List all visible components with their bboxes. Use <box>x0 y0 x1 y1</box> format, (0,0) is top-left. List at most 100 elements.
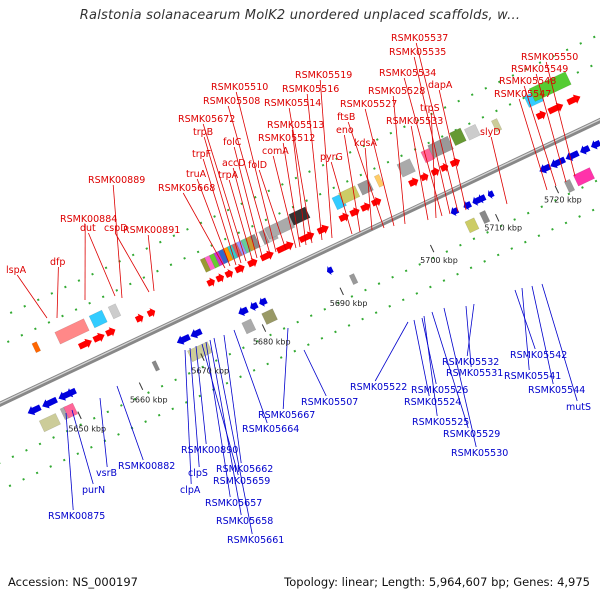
top-gene-label[interactable]: RSMK05519 <box>295 70 352 81</box>
feature-box[interactable] <box>463 123 481 141</box>
forward-gene-arrow[interactable] <box>547 100 566 116</box>
top-gene-label[interactable]: RSMK00889 <box>88 175 145 186</box>
feature-box[interactable] <box>107 303 122 320</box>
feature-box[interactable] <box>288 206 311 226</box>
top-gene-label[interactable]: RSMK05534 <box>379 68 436 79</box>
bottom-gene-label[interactable]: RSMK00882 <box>118 461 175 472</box>
top-gene-label[interactable]: truA <box>186 169 207 180</box>
feature-box[interactable] <box>528 71 572 102</box>
top-gene-label[interactable]: comA <box>262 146 289 157</box>
top-gene-label[interactable]: RSMK05513 <box>267 120 324 131</box>
top-gene-label[interactable]: RSMK05533 <box>386 116 443 127</box>
bottom-gene-label[interactable]: RSMK05659 <box>213 476 270 487</box>
forward-gene-arrow[interactable] <box>316 222 331 236</box>
feature-box[interactable] <box>63 402 79 419</box>
top-gene-label[interactable]: RSMK05537 <box>391 33 448 44</box>
reverse-gene-arrow[interactable] <box>40 395 59 411</box>
bottom-gene-label[interactable]: RSMK05525 <box>412 417 469 428</box>
forward-gene-arrow[interactable] <box>407 175 420 188</box>
bottom-gene-label[interactable]: RSMK05530 <box>451 448 508 459</box>
bottom-gene-label[interactable]: clpS <box>188 468 208 479</box>
reverse-gene-arrow[interactable] <box>175 332 192 347</box>
reverse-gene-arrow[interactable] <box>486 189 496 201</box>
top-gene-label[interactable]: RSMK05549 <box>511 64 568 75</box>
bottom-gene-label[interactable]: RSMK05664 <box>242 424 299 435</box>
top-gene-label[interactable]: folC <box>223 137 242 148</box>
forward-gene-arrow[interactable] <box>246 256 259 269</box>
reverse-gene-arrow[interactable] <box>548 155 567 171</box>
feature-box[interactable] <box>88 309 108 329</box>
bottom-gene-label[interactable]: vsrB <box>96 468 117 479</box>
top-gene-label[interactable]: RSMK05512 <box>258 133 315 144</box>
top-gene-label[interactable]: trpS <box>420 103 440 114</box>
top-gene-label[interactable]: dapA <box>428 80 453 91</box>
top-gene-label[interactable]: RSMK05508 <box>203 96 260 107</box>
feature-box[interactable] <box>241 318 257 335</box>
top-gene-label[interactable]: trpB <box>193 127 213 138</box>
forward-gene-arrow[interactable] <box>298 229 317 245</box>
feature-box[interactable] <box>373 173 385 188</box>
forward-gene-arrow[interactable] <box>104 325 117 338</box>
feature-box[interactable] <box>204 255 216 271</box>
feature-box[interactable] <box>54 318 90 345</box>
reverse-gene-arrow[interactable] <box>325 265 335 277</box>
top-gene-label[interactable]: RSMK00891 <box>123 225 180 236</box>
forward-gene-arrow[interactable] <box>566 92 583 107</box>
bottom-gene-label[interactable]: RSMK05544 <box>528 385 585 396</box>
top-gene-label[interactable]: RSMK05510 <box>211 82 268 93</box>
top-gene-label[interactable]: folD <box>248 160 267 171</box>
forward-gene-arrow[interactable] <box>359 200 372 213</box>
top-gene-label[interactable]: slyD <box>480 127 501 138</box>
top-gene-label[interactable]: RSMK05527 <box>340 99 397 110</box>
feature-box[interactable] <box>38 412 61 433</box>
forward-gene-arrow[interactable] <box>215 272 227 284</box>
top-gene-label[interactable]: accD <box>222 158 246 169</box>
feature-box[interactable] <box>31 341 42 354</box>
feature-box[interactable] <box>490 118 503 133</box>
feature-box[interactable] <box>151 360 161 372</box>
top-gene-label[interactable]: pyrG <box>320 152 343 163</box>
bottom-gene-label[interactable]: RSMK05526 <box>411 385 468 396</box>
top-gene-label[interactable]: eno <box>336 125 354 136</box>
top-gene-label[interactable]: trpF <box>192 149 211 160</box>
reverse-gene-arrow[interactable] <box>236 305 249 318</box>
feature-box[interactable] <box>264 216 296 240</box>
bottom-gene-label[interactable]: RSMK05522 <box>350 382 407 393</box>
bottom-gene-label[interactable]: RSMK05531 <box>446 368 503 379</box>
forward-gene-arrow[interactable] <box>419 171 431 183</box>
top-gene-label[interactable]: RSMK05668 <box>158 183 215 194</box>
bottom-gene-label[interactable]: RSMK05658 <box>216 516 273 527</box>
bottom-gene-label[interactable]: mutS <box>566 402 591 413</box>
reverse-gene-arrow[interactable] <box>64 386 77 399</box>
forward-gene-arrow[interactable] <box>224 267 236 279</box>
top-gene-label[interactable]: RSMK05548 <box>499 76 556 87</box>
forward-gene-arrow[interactable] <box>92 330 107 344</box>
reverse-gene-arrow[interactable] <box>26 403 43 418</box>
reverse-gene-arrow[interactable] <box>188 327 203 341</box>
bottom-gene-label[interactable]: RSMK05662 <box>216 464 273 475</box>
top-gene-label[interactable]: lspA <box>6 265 27 276</box>
forward-gene-arrow[interactable] <box>535 108 548 121</box>
forward-gene-arrow[interactable] <box>234 262 247 275</box>
feature-box[interactable] <box>348 273 359 286</box>
bottom-gene-label[interactable]: RSMK05541 <box>504 371 561 382</box>
reverse-gene-arrow[interactable] <box>578 143 591 156</box>
bottom-gene-label[interactable]: RSMK05507 <box>301 397 358 408</box>
top-gene-label[interactable]: RSMK05550 <box>521 52 578 63</box>
bottom-gene-label[interactable]: RSMK00875 <box>48 511 105 522</box>
top-gene-label[interactable]: RSMK05516 <box>282 84 339 95</box>
top-gene-label[interactable]: RSMK05528 <box>368 86 425 97</box>
top-gene-label[interactable]: ftsB <box>337 112 355 123</box>
top-gene-label[interactable]: RSMK05514 <box>264 98 321 109</box>
gene-labels[interactable]: lspAdfpRSMK00884dutRSMK00889cspDRSMK0089… <box>6 33 591 546</box>
bottom-gene-label[interactable]: clpA <box>180 485 201 496</box>
feature-box[interactable] <box>449 127 467 147</box>
bottom-gene-label[interactable]: RSMK05529 <box>443 429 500 440</box>
forward-gene-arrow[interactable] <box>146 306 158 318</box>
feature-box[interactable] <box>357 178 374 196</box>
bottom-gene-label[interactable]: RSMK05657 <box>205 498 262 509</box>
forward-gene-arrow[interactable] <box>449 156 462 169</box>
forward-gene-arrow[interactable] <box>338 210 351 223</box>
forward-gene-arrow[interactable] <box>430 165 442 177</box>
feature-box[interactable] <box>479 210 491 225</box>
